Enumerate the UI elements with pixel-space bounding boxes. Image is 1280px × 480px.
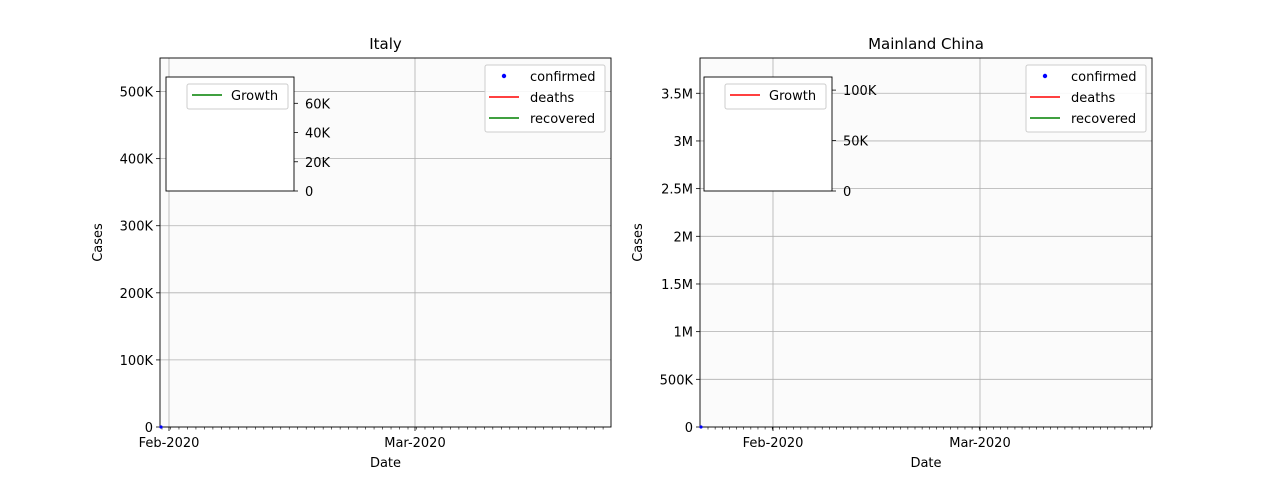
legend-marker-confirmed <box>501 73 507 79</box>
chart-title: Mainland China <box>868 35 984 53</box>
inset-axes: 0 50K 100K Growth <box>703 76 877 200</box>
y-tick-label: 500K <box>660 373 694 388</box>
y-tick-label: 0 <box>685 421 693 436</box>
inset-y-tick-label: 100K <box>843 84 877 99</box>
data-point-confirmed <box>699 425 703 429</box>
x-axis-label: Date <box>910 456 941 471</box>
inset-legend-frame <box>724 83 827 110</box>
y-tick-label: 0 <box>145 421 153 436</box>
legend-marker-confirmed <box>1042 73 1048 79</box>
y-tick-label: 1.5M <box>661 278 693 293</box>
y-tick-label: 1M <box>674 326 694 341</box>
y-tick-label: 300K <box>120 220 154 235</box>
legend-label: confirmed <box>530 70 596 85</box>
x-tick-label: Feb-2020 <box>743 436 804 451</box>
legend-label: recovered <box>530 112 595 127</box>
legend-label: deaths <box>1071 91 1116 106</box>
chart-panel-0: 0 100K 200K 300K 400K 500K Feb-2020 Mar-2020 Ita… <box>91 35 612 471</box>
x-tick-label: Mar-2020 <box>949 436 1010 451</box>
axes-frame <box>699 57 1153 428</box>
legend-label: recovered <box>1071 112 1136 127</box>
y-tick-label: 500K <box>120 86 154 101</box>
axes-frame <box>159 57 612 428</box>
y-tick-label: 100K <box>120 354 154 369</box>
y-axis-label: Cases <box>631 223 646 262</box>
inset-y-tick-label: 20K <box>305 156 331 171</box>
inset-y-tick-label: 40K <box>305 127 331 142</box>
legend: confirmed deaths recovered <box>1025 64 1147 133</box>
x-tick-label: Feb-2020 <box>139 436 200 451</box>
y-tick-label: 3M <box>674 135 694 150</box>
inset-legend-label: Growth <box>231 89 278 104</box>
inset-axes: 0 20K 40K 60K Growth <box>165 76 331 200</box>
chart-title: Italy <box>369 35 402 53</box>
inset-y-tick-label: 0 <box>305 185 313 200</box>
y-tick-label: 200K <box>120 287 154 302</box>
y-tick-label: 2.5M <box>661 183 693 198</box>
inset-legend-label: Growth <box>769 89 816 104</box>
inset-y-tick-label: 50K <box>843 135 869 150</box>
y-tick-label: 3.5M <box>661 87 693 102</box>
inset-y-tick-label: 0 <box>843 185 851 200</box>
legend-frame <box>484 64 606 133</box>
y-tick-label: 400K <box>120 153 154 168</box>
x-axis-label: Date <box>370 456 401 471</box>
legend-label: confirmed <box>1071 70 1137 85</box>
inset-y-tick-label: 60K <box>305 97 331 112</box>
legend-frame <box>1025 64 1147 133</box>
legend-label: deaths <box>530 91 575 106</box>
y-tick-label: 2M <box>674 230 694 245</box>
x-tick-label: Mar-2020 <box>384 436 445 451</box>
y-axis-label: Cases <box>91 223 106 262</box>
inset-legend-frame <box>186 83 289 110</box>
data-point-confirmed <box>159 425 163 429</box>
chart-panel-1: 0 500K 1M 1.5M 2M 2.5M 3M 3.5M Feb-2020 Mar-2020 M… <box>631 35 1153 471</box>
legend: confirmed deaths recovered <box>484 64 606 133</box>
